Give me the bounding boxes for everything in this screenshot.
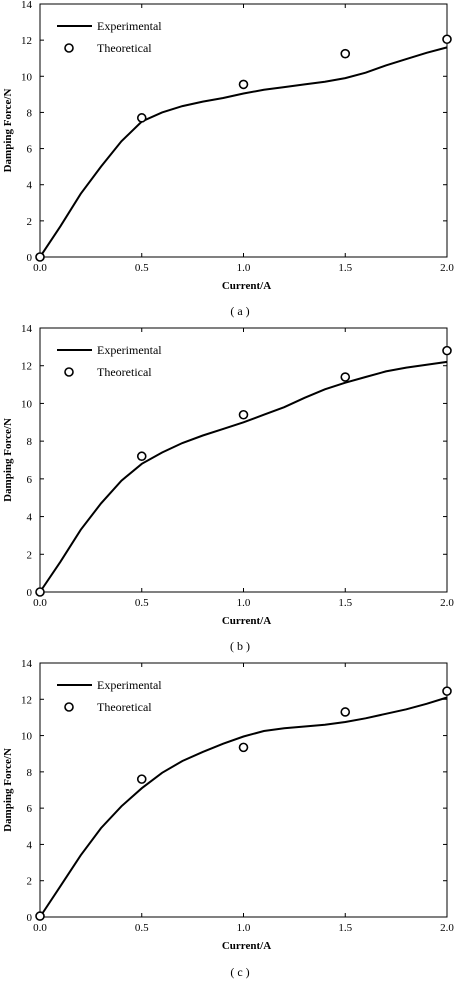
- y-tick-label: 14: [21, 323, 33, 335]
- y-tick-label: 6: [27, 803, 33, 815]
- legend-label: Experimental: [97, 343, 162, 357]
- x-tick-label: 1.5: [338, 922, 352, 934]
- theoretical-point: [238, 409, 249, 420]
- x-tick-label: 2.0: [440, 597, 454, 609]
- y-tick-label: 0: [27, 252, 33, 264]
- x-tick-label: 2.0: [440, 262, 454, 274]
- experimental-series-line: [39, 46, 448, 258]
- theoretical-point: [442, 34, 452, 45]
- theoretical-point: [136, 774, 147, 784]
- chart-panel-1: 0.0 0.5 1.0 1.5 2.0 0 2 4 6 8 10 12 14 Current/A Dampi…: [2, 323, 454, 653]
- y-axis-title: Damping Force/N: [2, 89, 14, 173]
- y-tick-label: 2: [27, 876, 33, 888]
- theoretical-point: [238, 742, 249, 753]
- x-axis-title: Current/A: [222, 940, 271, 952]
- x-tick-label: 1.0: [237, 922, 251, 934]
- theoretical-point: [35, 252, 45, 262]
- theoretical-point: [442, 686, 452, 696]
- panel-caption: ( c ): [230, 965, 249, 979]
- legend: Experimental Theoretical: [57, 19, 162, 55]
- y-tick-label: 12: [21, 694, 32, 706]
- theoretical-point: [340, 48, 351, 59]
- y-tick-label: 6: [27, 144, 33, 156]
- y-tick-label: 10: [21, 731, 33, 743]
- y-axis-title: Damping Force/N: [2, 418, 14, 502]
- y-tick-label: 4: [27, 839, 33, 851]
- y-tick-label: 8: [27, 767, 33, 779]
- x-tick-label: 0.5: [135, 262, 149, 274]
- theoretical-point: [340, 372, 351, 382]
- y-tick-label: 14: [21, 0, 33, 11]
- theoretical-point: [442, 345, 452, 356]
- panel-caption: ( b ): [230, 639, 250, 653]
- theoretical-point: [35, 587, 45, 597]
- legend-label: Theoretical: [97, 700, 152, 714]
- legend: Experimental Theoretical: [57, 678, 162, 714]
- theoretical-point: [35, 911, 45, 921]
- chart-panel-2: 0.0 0.5 1.0 1.5 2.0 0 2 4 6 8 10 12 14 Current/A Dampi…: [2, 658, 454, 979]
- x-tick-label: 2.0: [440, 922, 454, 934]
- y-tick-label: 10: [21, 71, 33, 83]
- y-tick-label: 0: [27, 912, 33, 924]
- theoretical-point: [340, 707, 351, 717]
- y-tick-label: 2: [27, 216, 33, 228]
- panel-caption: ( a ): [230, 304, 249, 318]
- x-tick-label: 1.0: [237, 597, 251, 609]
- x-tick-label: 1.5: [338, 597, 352, 609]
- x-axis-title: Current/A: [222, 615, 271, 627]
- x-tick-label: 1.0: [237, 262, 251, 274]
- y-tick-label: 4: [27, 180, 33, 192]
- legend-marker-swatch: [64, 367, 74, 377]
- x-tick-label: 1.5: [338, 262, 352, 274]
- x-tick-label: 0.5: [135, 922, 149, 934]
- theoretical-point: [136, 113, 147, 123]
- y-axis-title: Damping Force/N: [2, 748, 14, 832]
- x-tick-label: 0.0: [33, 922, 47, 934]
- legend-label: Theoretical: [97, 41, 152, 55]
- experimental-series-line: [39, 360, 448, 593]
- legend-label: Experimental: [97, 19, 162, 33]
- y-tick-label: 10: [21, 398, 33, 410]
- y-tick-label: 12: [21, 361, 32, 373]
- legend-marker-swatch: [64, 702, 74, 712]
- x-tick-label: 0.0: [33, 597, 47, 609]
- x-tick-label: 0.0: [33, 262, 47, 274]
- theoretical-point: [136, 451, 147, 462]
- y-tick-label: 8: [27, 107, 33, 119]
- y-tick-label: 4: [27, 512, 33, 524]
- y-tick-label: 6: [27, 474, 33, 486]
- theoretical-point: [238, 79, 249, 90]
- legend-label: Experimental: [97, 678, 162, 692]
- legend-label: Theoretical: [97, 365, 152, 379]
- legend-marker-swatch: [64, 43, 74, 53]
- legend: Experimental Theoretical: [57, 343, 162, 379]
- y-tick-label: 14: [21, 658, 33, 670]
- y-tick-label: 0: [27, 587, 33, 599]
- x-tick-label: 0.5: [135, 597, 149, 609]
- experimental-series-line: [39, 696, 448, 918]
- chart-panel-0: 0.0 0.5 1.0 1.5 2.0 0 2 4 6 8 10 12 14 Current/A Dampi…: [2, 0, 454, 318]
- y-tick-label: 12: [21, 35, 32, 47]
- x-axis-title: Current/A: [222, 280, 271, 292]
- y-tick-label: 8: [27, 436, 33, 448]
- y-tick-label: 2: [27, 549, 33, 561]
